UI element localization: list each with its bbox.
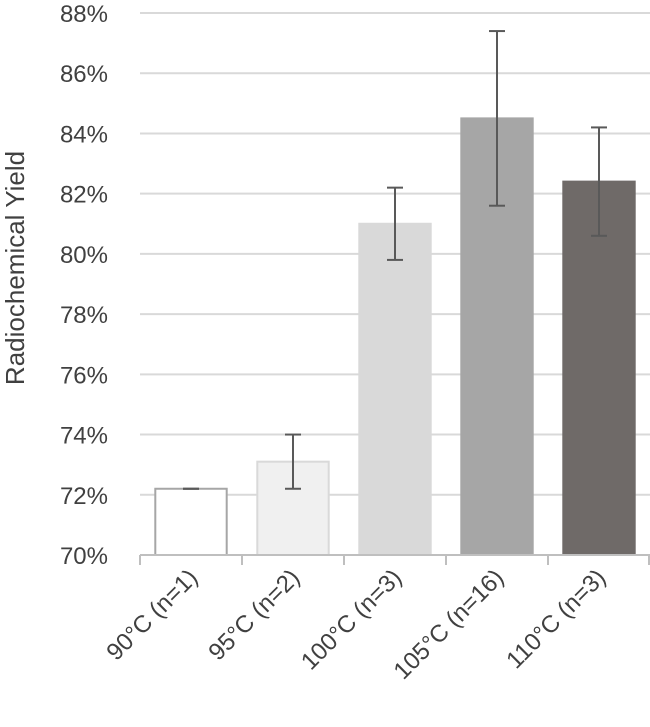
y-tick-label: 84% (60, 121, 108, 148)
x-tick-label: 110°C (n=3) (501, 564, 611, 674)
bars (154, 117, 636, 556)
x-tick-label: 100°C (n=3) (296, 564, 407, 675)
bar (562, 180, 636, 556)
y-tick-label: 82% (60, 182, 108, 209)
y-tick-label: 72% (60, 483, 108, 510)
y-axis-title: Radiochemical Yield (0, 151, 30, 385)
error-bars (183, 30, 607, 490)
y-tick-label: 78% (60, 302, 108, 329)
y-tick-label: 88% (60, 1, 108, 28)
x-axis (139, 554, 650, 565)
y-tick-label: 70% (60, 543, 108, 570)
x-tick-label: 105°C (n=16) (389, 564, 510, 685)
y-tick-label: 86% (60, 61, 108, 88)
x-axis-tick-labels: 90°C (n=1) 95°C (n=2)100°C (n=3)105°C (n=… (101, 564, 611, 685)
bar (154, 487, 228, 556)
y-tick-label: 80% (60, 242, 108, 269)
error-bar (489, 30, 505, 207)
x-tick-label: 90°C (n=1) (101, 564, 203, 666)
y-tick-label: 76% (60, 362, 108, 389)
y-axis-tick-labels: 70% 72% 74% 76% 78% 80% 82% 84% 86% 88% (60, 1, 108, 570)
error-bar (387, 186, 403, 261)
x-tick-label: 95°C (n=2) (203, 564, 305, 666)
error-bar (285, 433, 301, 490)
y-tick-label: 74% (60, 423, 108, 450)
error-bar (591, 126, 607, 237)
bar (358, 222, 432, 556)
